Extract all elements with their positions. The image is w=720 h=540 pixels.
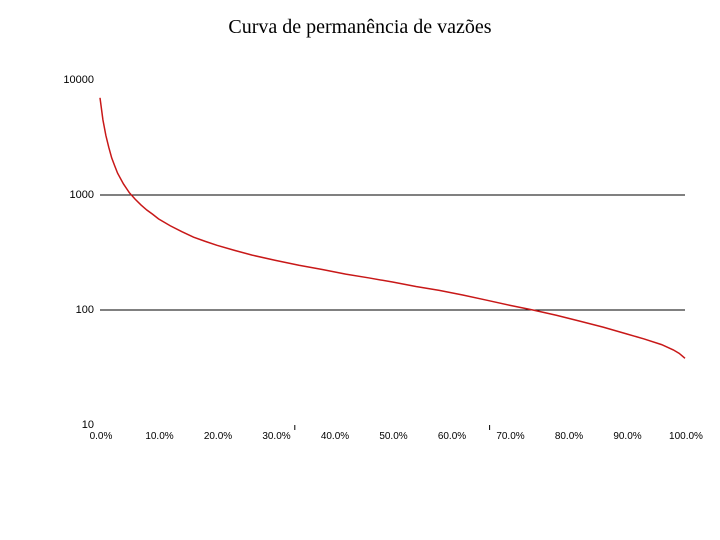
x-tick-label: 0.0% (84, 431, 118, 442)
x-tick-label: 100.0% (669, 431, 703, 442)
x-tick-label: 80.0% (552, 431, 586, 442)
chart-plot (30, 60, 700, 490)
x-tick-label: 50.0% (377, 431, 411, 442)
x-tick-label: 90.0% (611, 431, 645, 442)
x-tick-label: 60.0% (435, 431, 469, 442)
x-tick-label: 30.0% (260, 431, 294, 442)
page: Curva de permanência de vazões Vazão (m3… (0, 0, 720, 540)
chart-container: Vazão (m3/s) Probabilidade de ocorrerem … (30, 60, 700, 490)
x-tick-label: 10.0% (143, 431, 177, 442)
x-tick-label: 20.0% (201, 431, 235, 442)
y-tick-label: 10000 (63, 74, 94, 86)
y-tick-label: 1000 (70, 189, 94, 201)
x-tick-label: 70.0% (494, 431, 528, 442)
y-tick-label: 100 (76, 304, 94, 316)
chart-title: Curva de permanência de vazões (0, 16, 720, 39)
y-tick-label: 10 (82, 419, 94, 431)
x-tick-label: 40.0% (318, 431, 352, 442)
